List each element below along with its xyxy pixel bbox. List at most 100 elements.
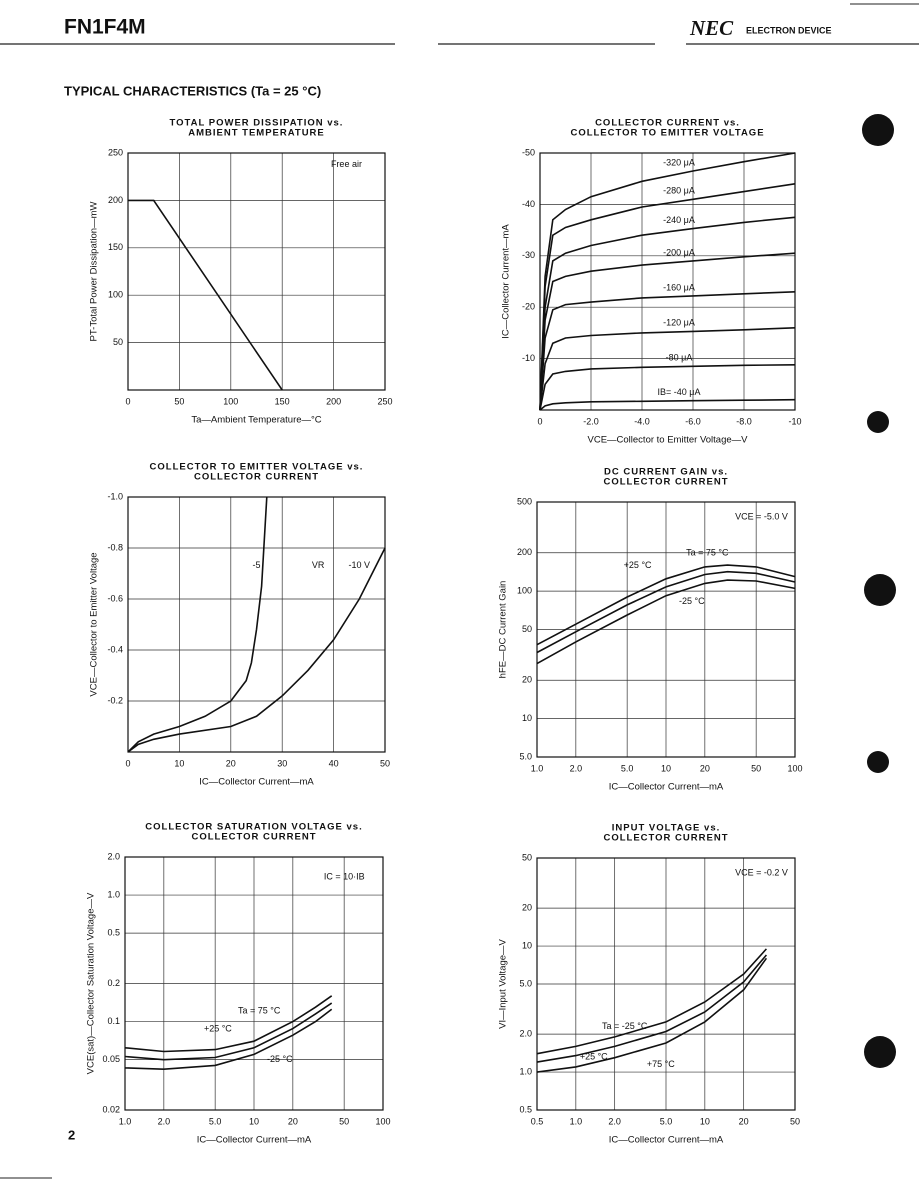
y-tick-label: 200 <box>108 195 123 205</box>
y-tick-label: 0.5 <box>519 1104 532 1114</box>
y-axis-label: IC—Collector Current—mA <box>501 224 512 339</box>
curve-label: +75 °C <box>647 1059 675 1069</box>
x-tick-label: -2.0 <box>583 416 599 426</box>
curve <box>536 957 768 1073</box>
plot-frame <box>539 152 796 411</box>
x-tick-label: 2.0 <box>608 1116 621 1126</box>
x-tick-label: 0 <box>537 416 542 426</box>
y-tick-label: 5.0 <box>519 978 532 988</box>
y-tick-label: 250 <box>108 147 123 157</box>
curve-label: IB= -40 μA <box>658 387 701 397</box>
y-tick-label: 0.2 <box>107 978 120 988</box>
curve <box>124 995 333 1053</box>
curve <box>536 954 768 1063</box>
plot-frame <box>127 496 386 753</box>
curve-label: +25 °C <box>204 1023 232 1033</box>
plot-frame <box>124 856 384 1111</box>
binder-hole <box>864 574 896 606</box>
curve-label: Ta = 75 °C <box>238 1006 281 1016</box>
y-tick-label: 100 <box>517 585 532 595</box>
x-axis-label: IC—Collector Current—mA <box>609 1135 724 1146</box>
chart-title: COLLECTOR TO EMITTER VOLTAGE vs. <box>150 462 364 473</box>
x-axis-label: IC—Collector Current—mA <box>199 777 314 788</box>
plot-frame <box>127 152 386 391</box>
x-tick-label: 200 <box>326 396 341 406</box>
curve-label: Ta = 75 °C <box>686 547 729 557</box>
x-tick-label: 20 <box>700 763 710 773</box>
x-tick-label: 50 <box>790 1116 800 1126</box>
curve-label: -280 μA <box>663 186 695 196</box>
y-tick-label: 0.02 <box>102 1104 120 1114</box>
annotation: VCE = -0.2 V <box>735 867 788 877</box>
y-tick-label: 150 <box>108 242 123 252</box>
brand-sub: ELECTRON DEVICE <box>746 25 832 35</box>
chart-title: COLLECTOR CURRENT vs. <box>595 118 740 129</box>
y-tick-label: 1.0 <box>107 889 120 899</box>
x-tick-label: -10 <box>788 416 801 426</box>
x-axis-label: VCE—Collector to Emitter Voltage—V <box>588 435 749 446</box>
y-tick-label: -1.0 <box>107 491 123 501</box>
y-tick-label: 0.05 <box>102 1054 120 1064</box>
x-tick-label: 250 <box>377 396 392 406</box>
plot-frame <box>536 501 796 758</box>
x-tick-label: 0 <box>125 758 130 768</box>
chart-title: COLLECTOR CURRENT <box>194 472 319 483</box>
curve <box>536 570 796 654</box>
annotation: VCE = -5.0 V <box>735 512 788 522</box>
binder-hole <box>862 114 894 146</box>
curve <box>539 152 796 411</box>
x-tick-label: 5.0 <box>209 1116 222 1126</box>
y-tick-label: 200 <box>517 547 532 557</box>
curve-label: -200 μA <box>663 247 695 257</box>
x-axis-label: IC—Collector Current—mA <box>609 782 724 793</box>
curve-label: -120 μA <box>663 318 695 328</box>
binder-hole <box>867 411 889 433</box>
y-tick-label: 20 <box>522 675 532 685</box>
section-title: TYPICAL CHARACTERISTICS (Ta = 25 °C) <box>64 83 321 98</box>
x-tick-label: 100 <box>223 396 238 406</box>
y-tick-label: -50 <box>522 147 535 157</box>
x-tick-label: 2.0 <box>570 763 583 773</box>
curve <box>536 948 767 1055</box>
x-tick-label: 10 <box>661 763 671 773</box>
y-tick-label: -0.2 <box>107 695 123 705</box>
curve <box>128 199 283 391</box>
x-tick-label: -4.0 <box>634 416 650 426</box>
curve <box>539 398 796 411</box>
curve <box>539 364 796 411</box>
y-tick-label: 50 <box>522 852 532 862</box>
x-tick-label: 0 <box>125 396 130 406</box>
x-tick-label: 1.0 <box>570 1116 583 1126</box>
annotation: VR <box>312 560 325 570</box>
curve <box>127 496 268 753</box>
binder-hole <box>864 1036 896 1068</box>
y-tick-label: 1.0 <box>519 1066 532 1076</box>
x-tick-label: 5.0 <box>660 1116 673 1126</box>
y-tick-label: 2.0 <box>519 1029 532 1039</box>
x-axis-label: IC—Collector Current—mA <box>197 1135 312 1146</box>
chart-title: COLLECTOR CURRENT <box>191 832 316 843</box>
y-tick-label: 10 <box>522 940 532 950</box>
y-tick-label: 2.0 <box>107 851 120 861</box>
curve <box>539 183 796 411</box>
y-tick-label: -40 <box>522 199 535 209</box>
y-axis-label: hFE—DC Current Gain <box>498 581 509 679</box>
y-tick-label: 500 <box>517 496 532 506</box>
x-tick-label: 2.0 <box>158 1116 171 1126</box>
x-tick-label: 10 <box>174 758 184 768</box>
curve-label: -80 μA <box>666 353 693 363</box>
curve-label: -160 μA <box>663 282 695 292</box>
y-tick-label: 20 <box>522 903 532 913</box>
x-tick-label: 50 <box>339 1116 349 1126</box>
x-tick-label: 10 <box>700 1116 710 1126</box>
x-tick-label: 20 <box>288 1116 298 1126</box>
y-tick-label: -0.6 <box>107 593 123 603</box>
x-tick-label: 10 <box>249 1116 259 1126</box>
y-axis-label: VCE—Collector to Emitter Voltage <box>89 552 100 696</box>
x-tick-label: 1.0 <box>531 763 544 773</box>
x-tick-label: 50 <box>751 763 761 773</box>
curve <box>539 291 796 411</box>
y-axis-label: PT-Total Power Dissipation—mW <box>89 202 100 342</box>
chart-title: COLLECTOR CURRENT <box>603 833 728 844</box>
